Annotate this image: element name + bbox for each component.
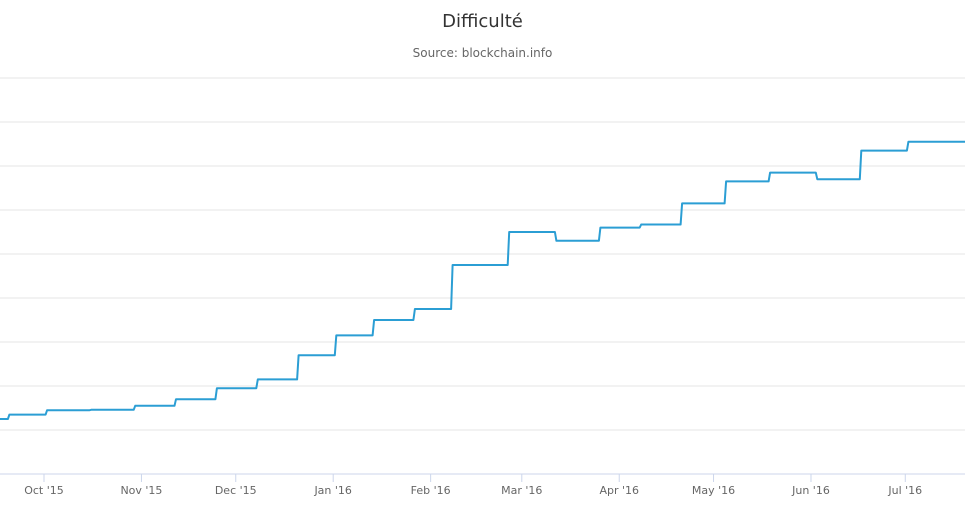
chart-subtitle: Source: blockchain.info: [412, 46, 553, 60]
x-tick-label: Mar '16: [501, 484, 542, 497]
series-group: [0, 140, 965, 420]
x-tick-label: Oct '15: [24, 484, 64, 497]
x-axis: Oct '15 Nov '15 Dec '15 Jan '16 Feb '16 Mar '…: [0, 473, 965, 497]
x-tick-label: Apr '16: [599, 484, 639, 497]
series-line[interactable]: [0, 140, 965, 420]
x-tick-label: Dec '15: [215, 484, 257, 497]
grid-lines: [0, 77, 965, 431]
x-tick-label: Feb '16: [411, 484, 451, 497]
x-tick-label: Nov '15: [120, 484, 162, 497]
chart-title: Difficulté: [442, 11, 523, 32]
x-tick-label: May '16: [692, 484, 735, 497]
x-tick-label: Jan '16: [313, 484, 351, 497]
x-tick-label: Jun '16: [791, 484, 830, 497]
x-tick-label: Jul '16: [887, 484, 922, 497]
